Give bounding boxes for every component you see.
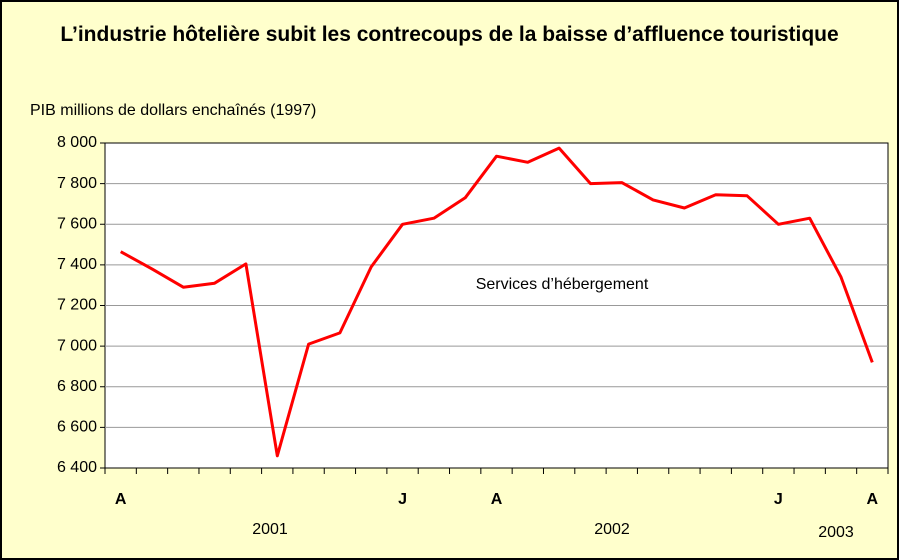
x-tick-label: A [115,491,127,508]
x-tick-label: A [867,491,879,508]
chart-title: L’industrie hôtelière subit les contreco… [60,23,839,46]
y-tick-label: 7 200 [57,297,97,314]
y-tick-label: 6 400 [57,459,97,476]
x-tick-label: A [491,491,503,508]
y-tick-label: 8 000 [57,134,97,151]
y-tick-label: 7 800 [57,175,97,192]
y-axis-label: PIB millions de dollars enchaînés (1997) [30,102,316,119]
data-line [119,146,874,458]
year-label: 2002 [594,521,630,538]
year-label: 2001 [252,521,288,538]
y-tick-label: 7 600 [57,215,97,232]
y-tick-label: 6 800 [57,378,97,395]
y-tick-label: 7 400 [57,256,97,273]
x-tick-label: J [398,491,407,508]
y-tick-label: 6 600 [57,419,97,436]
annotation: Services d’hébergement [476,276,649,293]
x-tick-label: J [774,491,783,508]
year-label: 2003 [818,524,854,541]
y-tick-label: 7 000 [57,337,97,354]
